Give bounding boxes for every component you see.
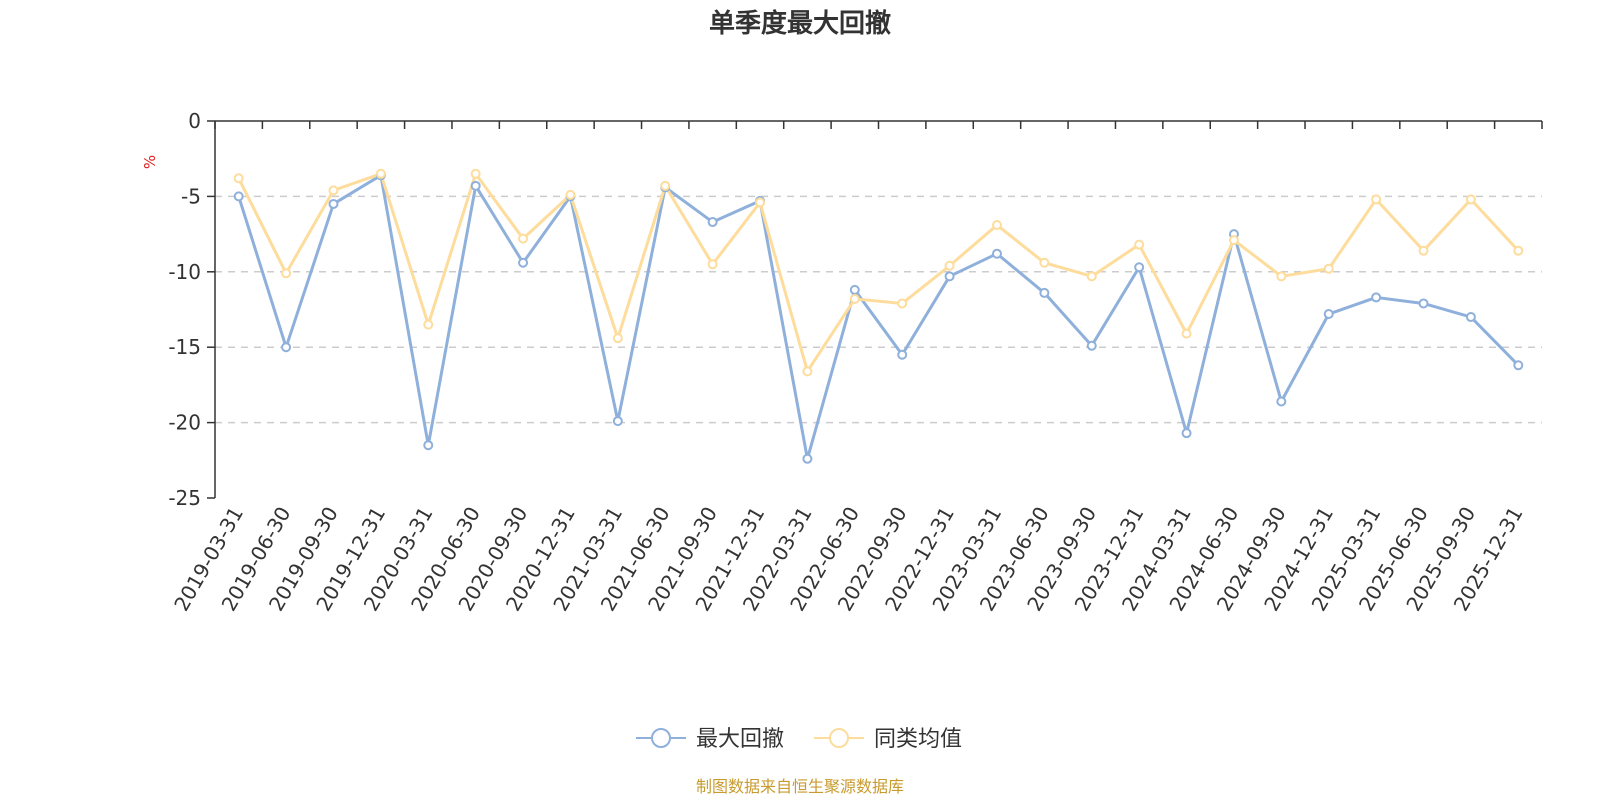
data-point-series-2[interactable] [755,197,766,208]
data-point-series-2[interactable] [1513,245,1524,256]
legend-item-max-drawdown[interactable]: 最大回撤 [636,727,784,752]
legend-label-peer-average: 同类均值 [874,727,962,752]
data-point-series-1[interactable] [991,248,1002,259]
data-source-note: 制图数据来自恒生聚源数据库 [696,777,904,796]
data-point-series-1[interactable] [1465,312,1476,323]
data-point-series-1[interactable] [1513,360,1524,371]
y-axis-unit-label: % [141,155,159,169]
axes [207,120,1543,499]
y-tick-label: 0 [188,109,201,133]
legend-marker-max-drawdown [651,728,671,748]
data-point-series-2[interactable] [1371,194,1382,205]
data-point-series-2[interactable] [470,168,481,179]
data-point-series-1[interactable] [1181,428,1192,439]
data-point-series-1[interactable] [518,257,529,268]
data-point-series-2[interactable] [518,233,529,244]
data-point-series-1[interactable] [1039,287,1050,298]
data-point-series-2[interactable] [802,366,813,377]
series-line-2 [237,172,1520,373]
data-point-series-1[interactable] [707,217,718,228]
data-point-series-1[interactable] [897,349,908,360]
data-point-series-2[interactable] [1323,263,1334,274]
data-point-series-1[interactable] [802,453,813,464]
data-point-series-2[interactable] [897,298,908,309]
data-point-series-2[interactable] [1134,239,1145,250]
data-point-series-2[interactable] [1276,271,1287,282]
data-point-series-1[interactable] [1134,262,1145,273]
data-point-series-1[interactable] [849,284,860,295]
data-point-series-1[interactable] [1418,298,1429,309]
data-point-series-2[interactable] [423,319,434,330]
series-line-1 [237,173,1520,461]
data-point-series-1[interactable] [423,440,434,451]
y-tick-label: -25 [168,486,201,510]
data-point-series-2[interactable] [612,333,623,344]
legend-label-max-drawdown: 最大回撤 [696,727,784,752]
data-point-series-2[interactable] [991,220,1002,231]
data-point-series-2[interactable] [660,180,671,191]
chart-title: 单季度最大回撤 [709,8,891,39]
legend-item-peer-average[interactable]: 同类均值 [814,727,962,752]
data-point-series-1[interactable] [328,198,339,209]
x-tick-labels: 2019-03-312019-06-302019-09-302019-12-31… [169,502,1528,615]
series-lines [233,168,1524,464]
data-point-series-1[interactable] [233,191,244,202]
data-point-series-2[interactable] [1039,257,1050,268]
data-point-series-2[interactable] [1086,271,1097,282]
data-point-series-2[interactable] [1465,194,1476,205]
data-point-series-2[interactable] [328,185,339,196]
data-point-series-2[interactable] [1418,245,1429,256]
legend-marker-peer-average [829,728,849,748]
data-point-series-1[interactable] [944,271,955,282]
data-point-series-1[interactable] [1086,340,1097,351]
data-point-series-1[interactable] [470,180,481,191]
y-tick-labels: 0 -5 -10 -15 -20 -25 [168,109,201,510]
data-point-series-1[interactable] [281,342,292,353]
data-point-series-2[interactable] [707,259,718,270]
y-tick-label: -20 [168,411,201,435]
data-point-series-1[interactable] [1371,292,1382,303]
data-point-series-2[interactable] [375,168,386,179]
data-point-series-2[interactable] [1228,235,1239,246]
data-point-series-2[interactable] [565,189,576,200]
y-tick-label: -10 [168,260,201,284]
legend: 最大回撤 同类均值 [636,727,962,752]
data-point-series-1[interactable] [1276,396,1287,407]
data-point-series-1[interactable] [1323,309,1334,320]
data-point-series-2[interactable] [944,260,955,271]
data-point-series-2[interactable] [233,173,244,184]
data-point-series-2[interactable] [1181,328,1192,339]
grid-lines [215,195,1542,424]
y-tick-label: -5 [181,184,201,208]
data-point-series-2[interactable] [281,268,292,279]
y-tick-label: -15 [168,335,201,359]
data-point-series-2[interactable] [849,293,860,304]
data-point-series-1[interactable] [612,416,623,427]
